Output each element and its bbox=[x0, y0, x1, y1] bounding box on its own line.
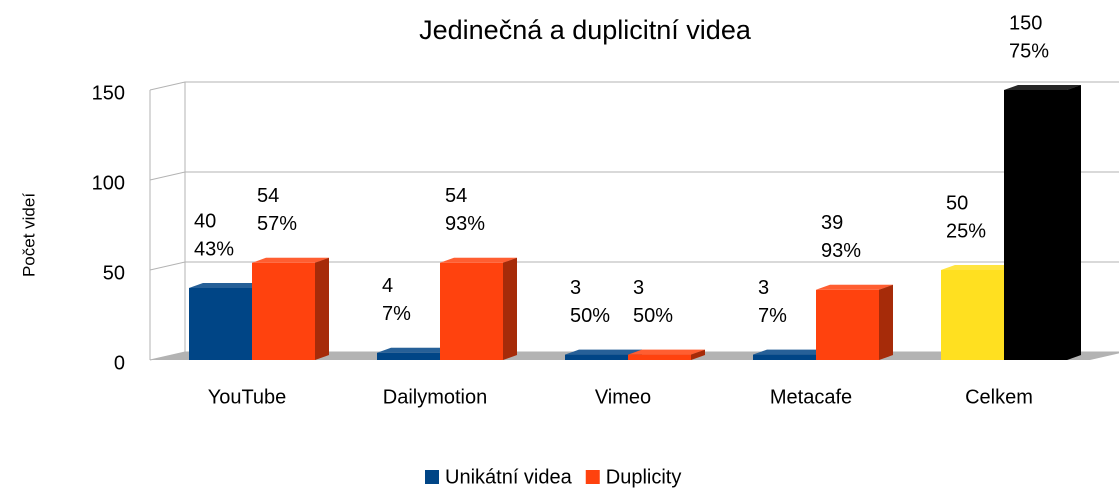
legend-label: Unikátní videa bbox=[445, 466, 573, 488]
percent-label: 7% bbox=[758, 305, 787, 327]
x-tick-label: Celkem bbox=[965, 386, 1033, 408]
bar-side-shade bbox=[691, 349, 705, 360]
y-tick-label: 0 bbox=[114, 352, 125, 374]
bar-top bbox=[189, 283, 266, 288]
bar-top bbox=[377, 347, 454, 353]
bar-top bbox=[753, 349, 830, 355]
percent-label: 57% bbox=[257, 213, 297, 235]
value-label: 40 bbox=[194, 210, 216, 232]
bar-top bbox=[941, 265, 1018, 270]
bar-top-shade bbox=[1004, 85, 1081, 90]
legend-swatch bbox=[585, 470, 600, 484]
value-label: 54 bbox=[257, 185, 279, 207]
bar bbox=[252, 257, 329, 360]
value-label: 54 bbox=[445, 185, 467, 207]
x-tick-label: YouTube bbox=[208, 386, 287, 408]
bar-front bbox=[252, 262, 315, 360]
bar-front bbox=[816, 289, 879, 360]
grid-line bbox=[149, 261, 1119, 271]
bar-top-shade bbox=[565, 349, 642, 355]
bar-front bbox=[628, 354, 691, 360]
percent-label: 75% bbox=[1009, 40, 1049, 62]
value-label: 150 bbox=[1009, 12, 1042, 34]
bar-side-shade bbox=[1067, 85, 1081, 360]
bar-top-shade bbox=[252, 257, 329, 263]
bar-front bbox=[753, 354, 816, 360]
bar-side bbox=[1067, 85, 1081, 360]
bar-side-shade bbox=[315, 257, 329, 360]
legend-swatch bbox=[425, 470, 439, 484]
value-label: 3 bbox=[758, 277, 769, 299]
bar-front bbox=[1004, 90, 1067, 360]
x-tick-label: Metacafe bbox=[770, 386, 852, 408]
y-tick-label: 100 bbox=[92, 172, 125, 194]
bar-front bbox=[565, 354, 628, 360]
bar-top bbox=[565, 349, 642, 355]
bar-top bbox=[252, 257, 329, 263]
bar bbox=[816, 284, 893, 360]
y-tick-label: 50 bbox=[103, 262, 125, 284]
bar-side bbox=[315, 257, 329, 360]
x-tick-label: Dailymotion bbox=[383, 386, 487, 408]
value-label: 50 bbox=[946, 192, 968, 214]
bar-top-shade bbox=[628, 349, 705, 355]
bar-top bbox=[1004, 85, 1081, 90]
bar-top-shade bbox=[816, 284, 893, 290]
bar-front bbox=[941, 270, 1004, 360]
bar-side-shade bbox=[503, 257, 517, 360]
bar-front bbox=[189, 288, 252, 360]
bar-top-shade bbox=[440, 257, 517, 263]
percent-label: 25% bbox=[946, 220, 986, 242]
percent-label: 7% bbox=[382, 303, 411, 325]
grid-line bbox=[149, 81, 1119, 91]
bar-top-shade bbox=[189, 283, 266, 288]
x-tick-label: Vimeo bbox=[595, 386, 651, 408]
bar-top bbox=[628, 349, 705, 355]
grid-line bbox=[149, 171, 1119, 181]
bar-side-shade bbox=[879, 284, 893, 360]
percent-label: 50% bbox=[633, 305, 673, 327]
percent-label: 93% bbox=[445, 213, 485, 235]
bar-front bbox=[377, 352, 440, 360]
percent-label: 43% bbox=[194, 238, 234, 260]
value-label: 3 bbox=[570, 277, 581, 299]
bar bbox=[628, 349, 705, 360]
legend-label: Duplicity bbox=[606, 466, 682, 488]
bar-side bbox=[503, 257, 517, 360]
percent-label: 50% bbox=[570, 305, 610, 327]
bar-side bbox=[691, 349, 705, 360]
bar bbox=[1004, 85, 1081, 360]
value-label: 4 bbox=[382, 275, 393, 297]
value-label: 39 bbox=[821, 212, 843, 234]
bar bbox=[440, 257, 517, 360]
y-axis-label: Počet videí bbox=[19, 193, 38, 277]
y-tick-label: 150 bbox=[92, 82, 125, 104]
bar-top-shade bbox=[377, 347, 454, 353]
chart-title: Jedinečná a duplicitní videa bbox=[419, 15, 752, 45]
value-label: 3 bbox=[633, 277, 644, 299]
bar-top-shade bbox=[753, 349, 830, 355]
bar-side bbox=[879, 284, 893, 360]
bar-top bbox=[440, 257, 517, 263]
bar-top-shade bbox=[941, 265, 1018, 270]
percent-label: 93% bbox=[821, 240, 861, 262]
bar-front bbox=[440, 262, 503, 360]
bar-top bbox=[816, 284, 893, 290]
